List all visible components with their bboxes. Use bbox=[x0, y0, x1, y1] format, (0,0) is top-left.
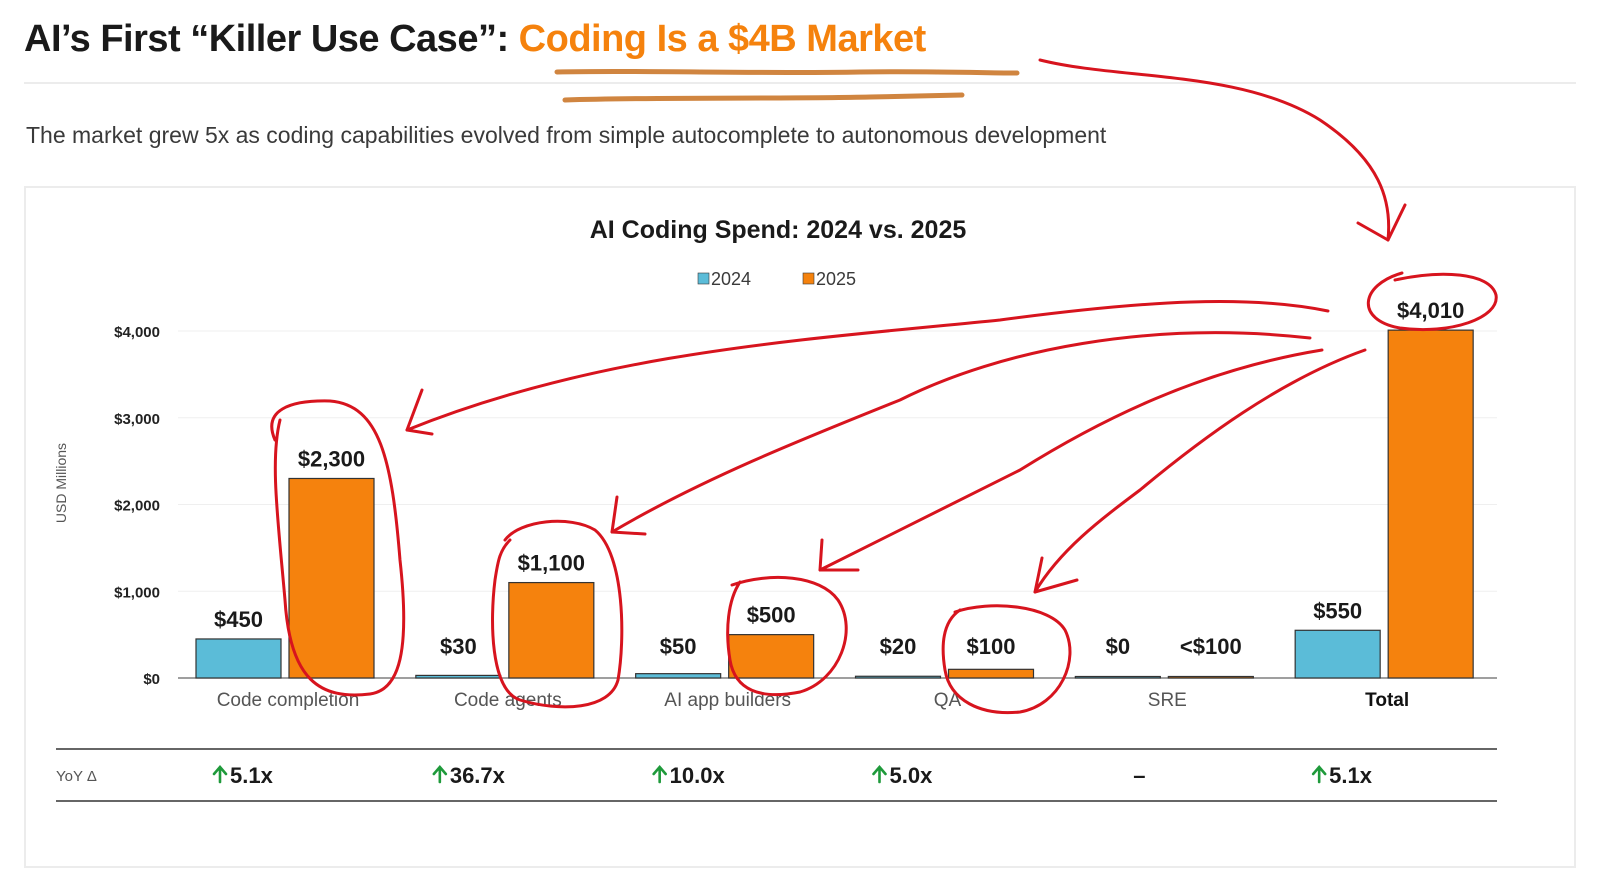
y-tick-label: $0 bbox=[143, 671, 160, 688]
bar-2024 bbox=[854, 675, 942, 679]
annotation-stroke bbox=[818, 538, 860, 572]
bar-2024 bbox=[635, 673, 722, 679]
yoy-value: 5.1x bbox=[1329, 763, 1373, 788]
legend-swatch-2025 bbox=[802, 272, 815, 285]
headline-accent: Coding Is a $4B Market bbox=[518, 18, 927, 60]
highlight-underline bbox=[562, 92, 965, 103]
yoy-value: 5.1x bbox=[230, 763, 274, 788]
annotation-stroke bbox=[818, 348, 1324, 572]
bar-2025 bbox=[728, 634, 815, 679]
bar-value-label: $500 bbox=[747, 603, 796, 628]
bar-value-label: $4,010 bbox=[1397, 298, 1464, 323]
growth-up-arrow-icon bbox=[432, 765, 448, 784]
annotation-stroke bbox=[405, 300, 1330, 432]
legend-label-2024: 2024 bbox=[711, 269, 751, 289]
bar-value-label: $450 bbox=[214, 607, 263, 632]
yoy-value: – bbox=[1133, 763, 1145, 788]
y-tick-label: $2,000 bbox=[114, 498, 160, 515]
annotation-stroke bbox=[1366, 271, 1498, 332]
growth-up-arrow-icon bbox=[872, 765, 887, 784]
bar-2024 bbox=[1074, 675, 1161, 679]
header-divider bbox=[24, 82, 1576, 84]
bar-value-label: $20 bbox=[880, 634, 917, 659]
bar-2025 bbox=[508, 581, 595, 679]
annotation-stroke bbox=[941, 604, 1072, 715]
legend-label-2025: 2025 bbox=[816, 269, 856, 289]
page-subtitle: The market grew 5x as coding capabilitie… bbox=[26, 122, 1107, 148]
page-headline: AI’s First “Killer Use Case”: Coding Is … bbox=[24, 18, 926, 61]
growth-up-arrow-icon bbox=[652, 765, 667, 784]
y-tick-label: $1,000 bbox=[114, 584, 160, 601]
y-tick-label: $3,000 bbox=[114, 411, 160, 428]
y-tick-label: $4,000 bbox=[114, 324, 160, 341]
x-tick-label: QA bbox=[934, 690, 962, 711]
bar-value-label: $100 bbox=[967, 634, 1016, 659]
chart-card bbox=[24, 186, 1576, 868]
bar-2024 bbox=[195, 638, 282, 679]
x-tick-label: Total bbox=[1365, 690, 1409, 711]
x-tick-label: Code agents bbox=[454, 690, 562, 711]
annotation-stroke bbox=[1038, 58, 1391, 242]
bar-2024 bbox=[1294, 629, 1381, 679]
annotation-stroke bbox=[610, 495, 647, 536]
annotation-stroke bbox=[1033, 348, 1367, 594]
growth-up-arrow-icon bbox=[212, 765, 228, 784]
annotation-stroke bbox=[1033, 556, 1079, 594]
chart-title: AI Coding Spend: 2024 vs. 2025 bbox=[590, 216, 967, 244]
annotation-stroke bbox=[1356, 203, 1407, 242]
bar-value-label: $550 bbox=[1313, 598, 1362, 623]
bar-2025 bbox=[947, 668, 1035, 679]
yoy-value: 36.7x bbox=[450, 763, 506, 788]
annotation-stroke bbox=[726, 576, 848, 697]
x-tick-label: AI app builders bbox=[664, 690, 791, 711]
bar-2024 bbox=[415, 674, 502, 679]
bar-value-label: $50 bbox=[660, 634, 697, 659]
bar-value-label: $1,100 bbox=[518, 551, 585, 576]
bar-value-label: $0 bbox=[1106, 634, 1130, 659]
yoy-value: 5.0x bbox=[890, 763, 934, 788]
bar-2025 bbox=[1387, 329, 1474, 679]
headline-prefix: AI’s First “Killer Use Case”: bbox=[24, 18, 519, 60]
bar-2025 bbox=[288, 477, 375, 679]
bar-value-label: <$100 bbox=[1180, 634, 1242, 659]
bar-value-label: $30 bbox=[440, 634, 477, 659]
y-axis-label: USD Millions bbox=[53, 443, 69, 523]
annotation-stroke bbox=[491, 519, 624, 709]
x-tick-label: SRE bbox=[1148, 690, 1187, 711]
bar-2025 bbox=[1167, 675, 1254, 679]
growth-up-arrow-icon bbox=[1311, 765, 1327, 784]
yoy-value: 10.0x bbox=[670, 763, 726, 788]
yoy-row-label: YoY Δ bbox=[56, 768, 97, 785]
annotation-stroke bbox=[610, 331, 1312, 534]
annotation-stroke bbox=[405, 388, 434, 436]
highlight-underline bbox=[554, 68, 1020, 76]
bar-value-label: $2,300 bbox=[298, 446, 365, 471]
x-tick-label: Code completion bbox=[217, 690, 360, 711]
legend-swatch-2024 bbox=[697, 272, 710, 285]
annotation-stroke bbox=[270, 399, 406, 697]
